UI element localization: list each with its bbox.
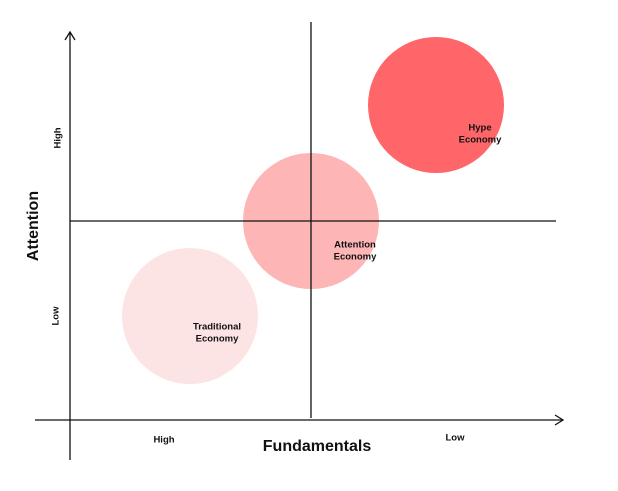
traditional-circle (122, 248, 258, 384)
y-high: High (53, 127, 64, 148)
hype-circle (368, 37, 504, 173)
node-label: Attention (334, 240, 376, 251)
y-title: Attention (25, 191, 42, 261)
x-high: High (153, 435, 174, 446)
x-title: Fundamentals (263, 438, 372, 455)
node-label: Hype (468, 123, 491, 134)
y-arrow (64, 30, 76, 41)
node-label: Economy (334, 252, 377, 263)
node-label: Traditional (193, 322, 241, 333)
x-arrow (554, 414, 565, 426)
node-label: Economy (196, 334, 239, 345)
x-low: Low (446, 433, 466, 444)
node-label: Economy (459, 135, 502, 146)
y-low: Low (51, 306, 62, 326)
